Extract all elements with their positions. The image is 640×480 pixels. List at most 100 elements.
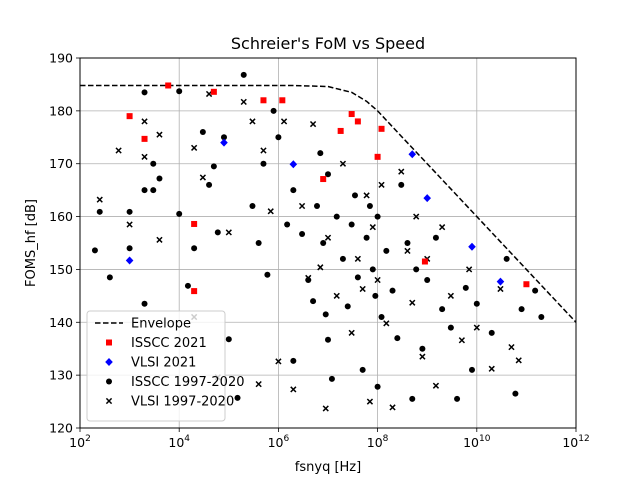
data-point <box>383 320 390 327</box>
data-point <box>284 221 291 228</box>
data-point <box>225 336 232 343</box>
data-point <box>141 300 148 307</box>
data-point <box>299 231 306 238</box>
data-point <box>366 203 373 209</box>
data-point <box>374 383 381 390</box>
data-point <box>374 153 381 160</box>
points-layer <box>91 71 545 412</box>
data-point <box>409 299 416 306</box>
chart-title: Schreier's FoM vs Speed <box>231 34 425 53</box>
data-point <box>468 366 475 373</box>
data-point <box>141 135 148 142</box>
y-axis-label: FOMS_hf [dB] <box>24 199 39 287</box>
legend-marker <box>106 378 112 385</box>
data-point <box>275 134 282 141</box>
legend-label: ISSCC 1997-2020 <box>131 375 244 390</box>
data-point <box>298 202 306 210</box>
data-point <box>447 324 454 331</box>
data-point <box>532 287 539 294</box>
data-point <box>214 229 221 236</box>
data-point <box>205 90 213 98</box>
data-point <box>199 129 206 135</box>
data-point <box>210 163 217 170</box>
data-point <box>488 329 495 336</box>
x-tick-label: 108 <box>367 434 389 450</box>
x-tick-label: 106 <box>268 434 290 450</box>
data-point <box>150 160 157 167</box>
data-point <box>165 82 172 89</box>
data-point <box>206 181 213 188</box>
x-tick-label: 102 <box>69 434 91 450</box>
data-point <box>383 247 390 254</box>
data-point <box>156 236 163 243</box>
data-point <box>512 390 519 397</box>
data-point <box>240 98 247 106</box>
legend-marker <box>106 339 112 346</box>
data-point <box>359 366 366 373</box>
data-point <box>439 224 446 231</box>
data-point <box>378 314 385 320</box>
data-point <box>354 118 361 125</box>
legend-label: VLSI 2021 <box>131 356 196 371</box>
data-point <box>309 120 317 128</box>
data-point <box>126 113 133 120</box>
data-point <box>290 386 297 393</box>
data-point <box>339 160 347 167</box>
data-point <box>126 221 133 228</box>
data-point <box>413 213 420 220</box>
data-point <box>404 240 411 246</box>
data-point <box>260 160 267 167</box>
data-point <box>176 88 183 95</box>
legend-label: ISSCC 2021 <box>131 336 207 351</box>
data-point <box>518 306 525 313</box>
data-point <box>280 118 288 125</box>
data-point <box>115 147 122 154</box>
data-point <box>337 127 344 134</box>
data-point <box>156 131 163 138</box>
x-axis-label: fsnyq [Hz] <box>295 460 361 475</box>
data-point <box>419 353 426 360</box>
data-point <box>465 266 473 273</box>
data-point <box>191 220 198 227</box>
legend-marker <box>105 397 113 405</box>
data-point <box>462 284 469 291</box>
data-point <box>468 242 476 251</box>
data-point <box>398 168 405 175</box>
data-point <box>199 174 206 181</box>
data-point <box>333 292 340 299</box>
data-point <box>473 300 480 307</box>
data-point <box>538 314 545 320</box>
envelope-layer <box>80 84 577 323</box>
data-point <box>249 203 256 209</box>
data-point <box>432 382 440 389</box>
data-point <box>473 324 480 331</box>
data-point <box>508 343 515 351</box>
data-point <box>260 147 267 154</box>
data-point <box>184 282 191 289</box>
data-point <box>126 208 133 215</box>
data-point <box>305 277 312 283</box>
data-point <box>523 281 530 288</box>
data-point <box>432 234 439 241</box>
data-point <box>328 375 335 382</box>
x-tick-label: 1010 <box>463 434 491 450</box>
data-point <box>320 240 327 246</box>
data-point <box>348 221 355 228</box>
data-point <box>279 97 286 104</box>
data-point <box>313 203 320 209</box>
data-point <box>372 292 379 299</box>
data-point <box>255 240 262 246</box>
legend: Envelope ISSCC 2021 VLSI 2021 ISSCC 1997-20… <box>86 310 244 422</box>
data-point <box>439 306 446 313</box>
data-point <box>150 187 157 194</box>
data-point <box>255 380 262 388</box>
data-point <box>106 274 113 281</box>
data-point <box>354 274 361 281</box>
data-point <box>324 234 332 241</box>
data-point <box>394 335 401 342</box>
series-vlsi-1997-2020 <box>96 90 522 412</box>
data-point <box>344 303 351 310</box>
data-point <box>290 357 297 364</box>
data-point <box>348 111 355 118</box>
